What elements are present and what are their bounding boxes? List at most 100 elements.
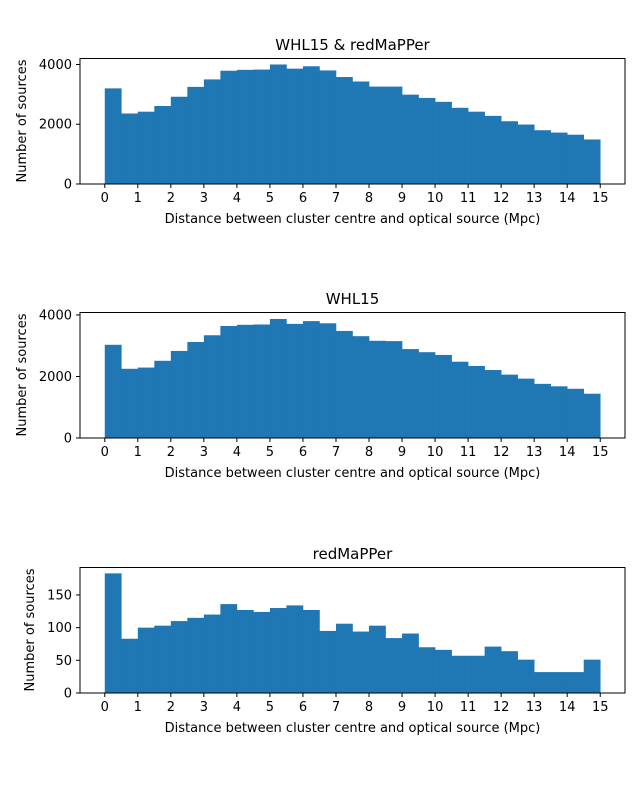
axes-frame xyxy=(79,312,626,439)
y-ticks: 0 2000 4000 xyxy=(39,308,80,447)
histogram-bar xyxy=(468,655,485,693)
y-axis-label: Number of sources xyxy=(15,313,30,436)
histogram-bar xyxy=(236,69,254,184)
histogram-bar xyxy=(170,621,188,693)
x-tick-label: 5 xyxy=(266,700,274,715)
histogram-bar xyxy=(137,367,155,438)
histogram-bar xyxy=(385,86,403,184)
histogram-bar xyxy=(484,115,502,184)
x-tick-label: 4 xyxy=(233,700,241,715)
histogram-bar xyxy=(154,625,172,693)
histogram-bar xyxy=(286,323,304,438)
x-tick-label: 9 xyxy=(398,191,406,206)
y-tick-label: 50 xyxy=(55,654,72,669)
histogram-bar xyxy=(517,659,535,693)
histogram-bar xyxy=(203,79,221,184)
x-tick-label: 10 xyxy=(427,191,444,206)
x-tick-label: 5 xyxy=(266,191,274,206)
y-ticks: 0 2000 4000 xyxy=(39,58,80,193)
x-tick-label: 2 xyxy=(167,191,175,206)
x-tick-label: 13 xyxy=(526,700,543,715)
x-tick-label: 9 xyxy=(398,445,406,460)
histogram-bar xyxy=(104,344,122,438)
histogram-bar xyxy=(236,324,254,438)
histogram-bar xyxy=(302,66,320,184)
histogram-bar xyxy=(220,70,238,184)
x-tick-label: 14 xyxy=(559,191,576,206)
histogram-bar xyxy=(335,623,353,693)
histogram-bar xyxy=(319,70,337,184)
y-axis-label: Number of sources xyxy=(15,59,30,182)
histogram-bar xyxy=(402,349,419,438)
histogram-bar xyxy=(137,111,155,184)
x-tick-label: 11 xyxy=(460,445,477,460)
panel-title: WHL15 & redMaPPer xyxy=(275,36,430,54)
histogram-bar xyxy=(534,130,551,184)
histogram-bar xyxy=(517,378,535,438)
y-axis-label: Number of sources xyxy=(23,568,38,691)
x-tick-label: 10 xyxy=(427,445,444,460)
histogram-bar xyxy=(236,609,254,693)
histogram-bar xyxy=(468,366,485,438)
x-ticks: 0 1 2 3 4 5 6 7 8 9 10 11 12 13 14 15 xyxy=(101,438,609,460)
x-tick-label: 13 xyxy=(526,445,543,460)
y-tick-label: 100 xyxy=(47,621,72,636)
x-tick-label: 4 xyxy=(233,191,241,206)
x-axis-label: Distance between cluster centre and opti… xyxy=(165,212,541,227)
histogram-bar xyxy=(352,336,370,438)
histogram-bar xyxy=(187,617,205,693)
x-tick-label: 15 xyxy=(592,445,609,460)
histogram-bar xyxy=(550,672,568,693)
x-tick-label: 12 xyxy=(493,445,510,460)
histogram-bar xyxy=(286,605,304,693)
histogram-bar xyxy=(369,625,386,693)
y-tick-label: 0 xyxy=(64,178,72,193)
histogram-bar xyxy=(567,388,585,438)
histogram-bar xyxy=(203,614,221,693)
x-tick-label: 0 xyxy=(101,191,109,206)
bars xyxy=(104,318,601,438)
x-tick-label: 0 xyxy=(101,700,109,715)
histogram-bar xyxy=(534,672,551,693)
histogram-bar xyxy=(583,659,601,693)
histogram-bar xyxy=(286,68,304,184)
x-tick-label: 2 xyxy=(167,700,175,715)
x-tick-label: 13 xyxy=(526,191,543,206)
histogram-bar xyxy=(220,604,238,693)
x-tick-label: 1 xyxy=(134,700,142,715)
histogram-bar xyxy=(121,638,139,693)
histogram-bar xyxy=(369,340,386,438)
histogram-bar xyxy=(137,627,155,693)
histogram-bar xyxy=(154,360,172,438)
x-tick-label: 8 xyxy=(365,700,373,715)
y-tick-label: 0 xyxy=(64,432,72,447)
axes-frame xyxy=(79,567,626,694)
bars xyxy=(104,573,601,693)
histogram-bar xyxy=(583,139,601,184)
histogram-bar xyxy=(451,107,469,184)
histogram-bar xyxy=(352,631,370,693)
histogram-bar xyxy=(583,393,601,438)
x-tick-label: 1 xyxy=(134,445,142,460)
histogram-bar xyxy=(402,94,419,184)
histogram-bar xyxy=(369,86,386,184)
x-tick-label: 0 xyxy=(101,445,109,460)
x-tick-label: 6 xyxy=(299,445,307,460)
x-tick-label: 7 xyxy=(332,700,340,715)
x-tick-label: 6 xyxy=(299,191,307,206)
histogram-bar xyxy=(121,368,139,438)
x-axis-label: Distance between cluster centre and opti… xyxy=(165,466,541,481)
histogram-bar xyxy=(302,609,320,693)
x-tick-label: 9 xyxy=(398,700,406,715)
histogram-bar xyxy=(484,370,502,438)
histogram-bar xyxy=(501,121,518,184)
x-tick-label: 7 xyxy=(332,445,340,460)
histogram-bar xyxy=(104,573,122,693)
histogram-bar xyxy=(170,96,188,184)
histogram-bar xyxy=(451,361,469,438)
y-tick-label: 0 xyxy=(64,687,72,702)
histogram-bar xyxy=(302,321,320,438)
panel-title: WHL15 xyxy=(326,290,380,308)
